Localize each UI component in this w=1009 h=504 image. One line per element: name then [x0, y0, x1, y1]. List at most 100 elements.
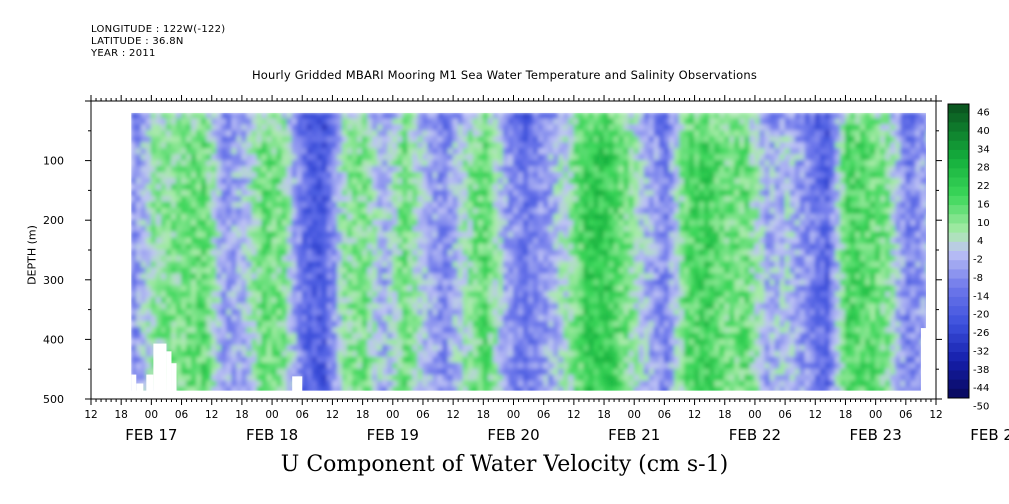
x-hour-tick-label: 18 [114, 409, 127, 421]
x-day-label: FEB 20 [487, 426, 539, 444]
colorbar-swatch [948, 361, 969, 371]
colorbar-swatch [948, 342, 969, 353]
colorbar-swatch [948, 352, 969, 362]
colorbar-label: -32 [973, 346, 989, 357]
colorbar-label: -44 [973, 383, 989, 394]
latitude-label: LATITUDE : 36.8N [91, 36, 184, 47]
colorbar-swatch [948, 149, 969, 160]
colorbar-swatch [948, 177, 969, 188]
colorbar-swatch [948, 140, 969, 151]
colorbar-label: -20 [973, 310, 989, 321]
colorbar-swatch [948, 159, 969, 169]
colorbar-swatch [948, 388, 969, 399]
colorbar-swatch [948, 104, 969, 114]
x-hour-tick-label: 00 [869, 409, 882, 421]
colorbar-swatch [948, 296, 969, 307]
colorbar-swatch [948, 269, 969, 280]
y-axis-ticks: 100 200 300 400 500 [43, 100, 942, 406]
colorbar-swatch [948, 113, 969, 123]
x-hour-tick-label: 18 [597, 409, 610, 421]
colorbar-label: -14 [973, 291, 989, 302]
x-hour-tick-label: 00 [748, 409, 761, 421]
colorbar-swatch [948, 278, 969, 289]
x-hour-tick-label: 18 [477, 409, 490, 421]
colorbar-label: -26 [973, 328, 989, 339]
x-hour-tick-label: 06 [899, 409, 913, 421]
x-hour-tick-label: 06 [175, 409, 189, 421]
x-hour-tick-label: 12 [688, 409, 701, 421]
x-hour-tick-label: 00 [145, 409, 158, 421]
longitude-label: LONGITUDE : 122W(-122) [91, 24, 226, 35]
x-hour-tick-label: 00 [507, 409, 520, 421]
colorbar-label: -8 [973, 273, 983, 284]
x-hour-tick-label: 00 [386, 409, 399, 421]
colorbar-swatch [948, 333, 969, 344]
colorbar-label: 10 [977, 218, 990, 229]
x-hour-tick-label: 12 [84, 409, 97, 421]
y-tick-label: 300 [43, 274, 64, 287]
y-tick-label: 500 [43, 393, 64, 406]
x-hour-tick-label: 12 [567, 409, 580, 421]
x-day-label: FEB 24 [970, 426, 1009, 444]
colorbar: 46 40 34 28 22 16 10 4 -2 -8 -14 -20 -26 -32 -38 -44 -50 [947, 103, 990, 413]
chart-title: Hourly Gridded MBARI Mooring M1 Sea Wate… [251, 68, 758, 82]
colorbar-swatch [948, 287, 969, 298]
x-hour-tick-label: 18 [356, 409, 369, 421]
x-day-label: FEB 21 [608, 426, 660, 444]
x-hour-tick-label: 00 [628, 409, 641, 421]
colorbar-swatch [948, 168, 969, 178]
colorbar-label: 40 [977, 126, 990, 137]
colorbar-label: 46 [977, 108, 990, 119]
y-tick-label: 200 [43, 214, 64, 227]
colorbar-swatch [948, 370, 969, 381]
colorbar-swatch [948, 260, 969, 270]
x-hour-tick-label: 12 [929, 409, 942, 421]
x-hour-tick-label: 06 [537, 409, 551, 421]
year-label: YEAR : 2011 [91, 48, 156, 59]
x-axis-ticks: 12 18 00 06 12 18 00 06 12 18 00 06 12 18 00 06 12 18 00 06… [84, 95, 1009, 444]
colorbar-swatch [948, 324, 969, 335]
x-hour-tick-label: 06 [296, 409, 310, 421]
colorbar-label: 28 [977, 163, 990, 174]
x-day-label: FEB 17 [125, 426, 177, 444]
colorbar-swatch [948, 205, 969, 215]
colorbar-swatch [948, 186, 969, 197]
x-hour-tick-label: 18 [718, 409, 731, 421]
colorbar-label: -50 [973, 402, 989, 413]
colorbar-swatch [948, 195, 969, 206]
variable-title: U Component of Water Velocity (cm s-1) [280, 452, 729, 477]
colorbar-label: -2 [973, 255, 983, 266]
x-hour-tick-label: 06 [778, 409, 792, 421]
x-day-label: FEB 23 [850, 426, 902, 444]
x-hour-tick-label: 12 [446, 409, 459, 421]
colorbar-label: -38 [973, 365, 989, 376]
y-tick-label: 100 [43, 155, 64, 168]
colorbar-label: 22 [977, 181, 990, 192]
x-day-label: FEB 22 [729, 426, 781, 444]
x-hour-tick-label: 18 [235, 409, 248, 421]
colorbar-swatch [948, 241, 969, 252]
x-hour-tick-label: 18 [839, 409, 852, 421]
colorbar-label: 4 [977, 236, 983, 247]
colorbar-swatch [948, 223, 969, 234]
x-hour-tick-label: 12 [326, 409, 339, 421]
colorbar-label: 34 [977, 144, 990, 155]
y-tick-label: 400 [43, 333, 64, 346]
colorbar-swatch [948, 379, 969, 390]
colorbar-swatch [948, 315, 969, 325]
x-hour-tick-label: 06 [416, 409, 430, 421]
colorbar-swatch [948, 131, 969, 142]
colorbar-swatch [948, 232, 969, 243]
colorbar-swatch [948, 214, 969, 224]
colorbar-swatch [948, 122, 969, 133]
x-day-label: FEB 19 [367, 426, 419, 444]
missing-data-masks [91, 101, 936, 399]
x-hour-tick-label: 12 [205, 409, 218, 421]
colorbar-swatch [948, 251, 969, 261]
x-hour-tick-label: 00 [265, 409, 278, 421]
velocity-field [91, 101, 936, 399]
colorbar-swatch [948, 306, 969, 316]
x-hour-tick-label: 06 [658, 409, 672, 421]
x-day-label: FEB 18 [246, 426, 298, 444]
